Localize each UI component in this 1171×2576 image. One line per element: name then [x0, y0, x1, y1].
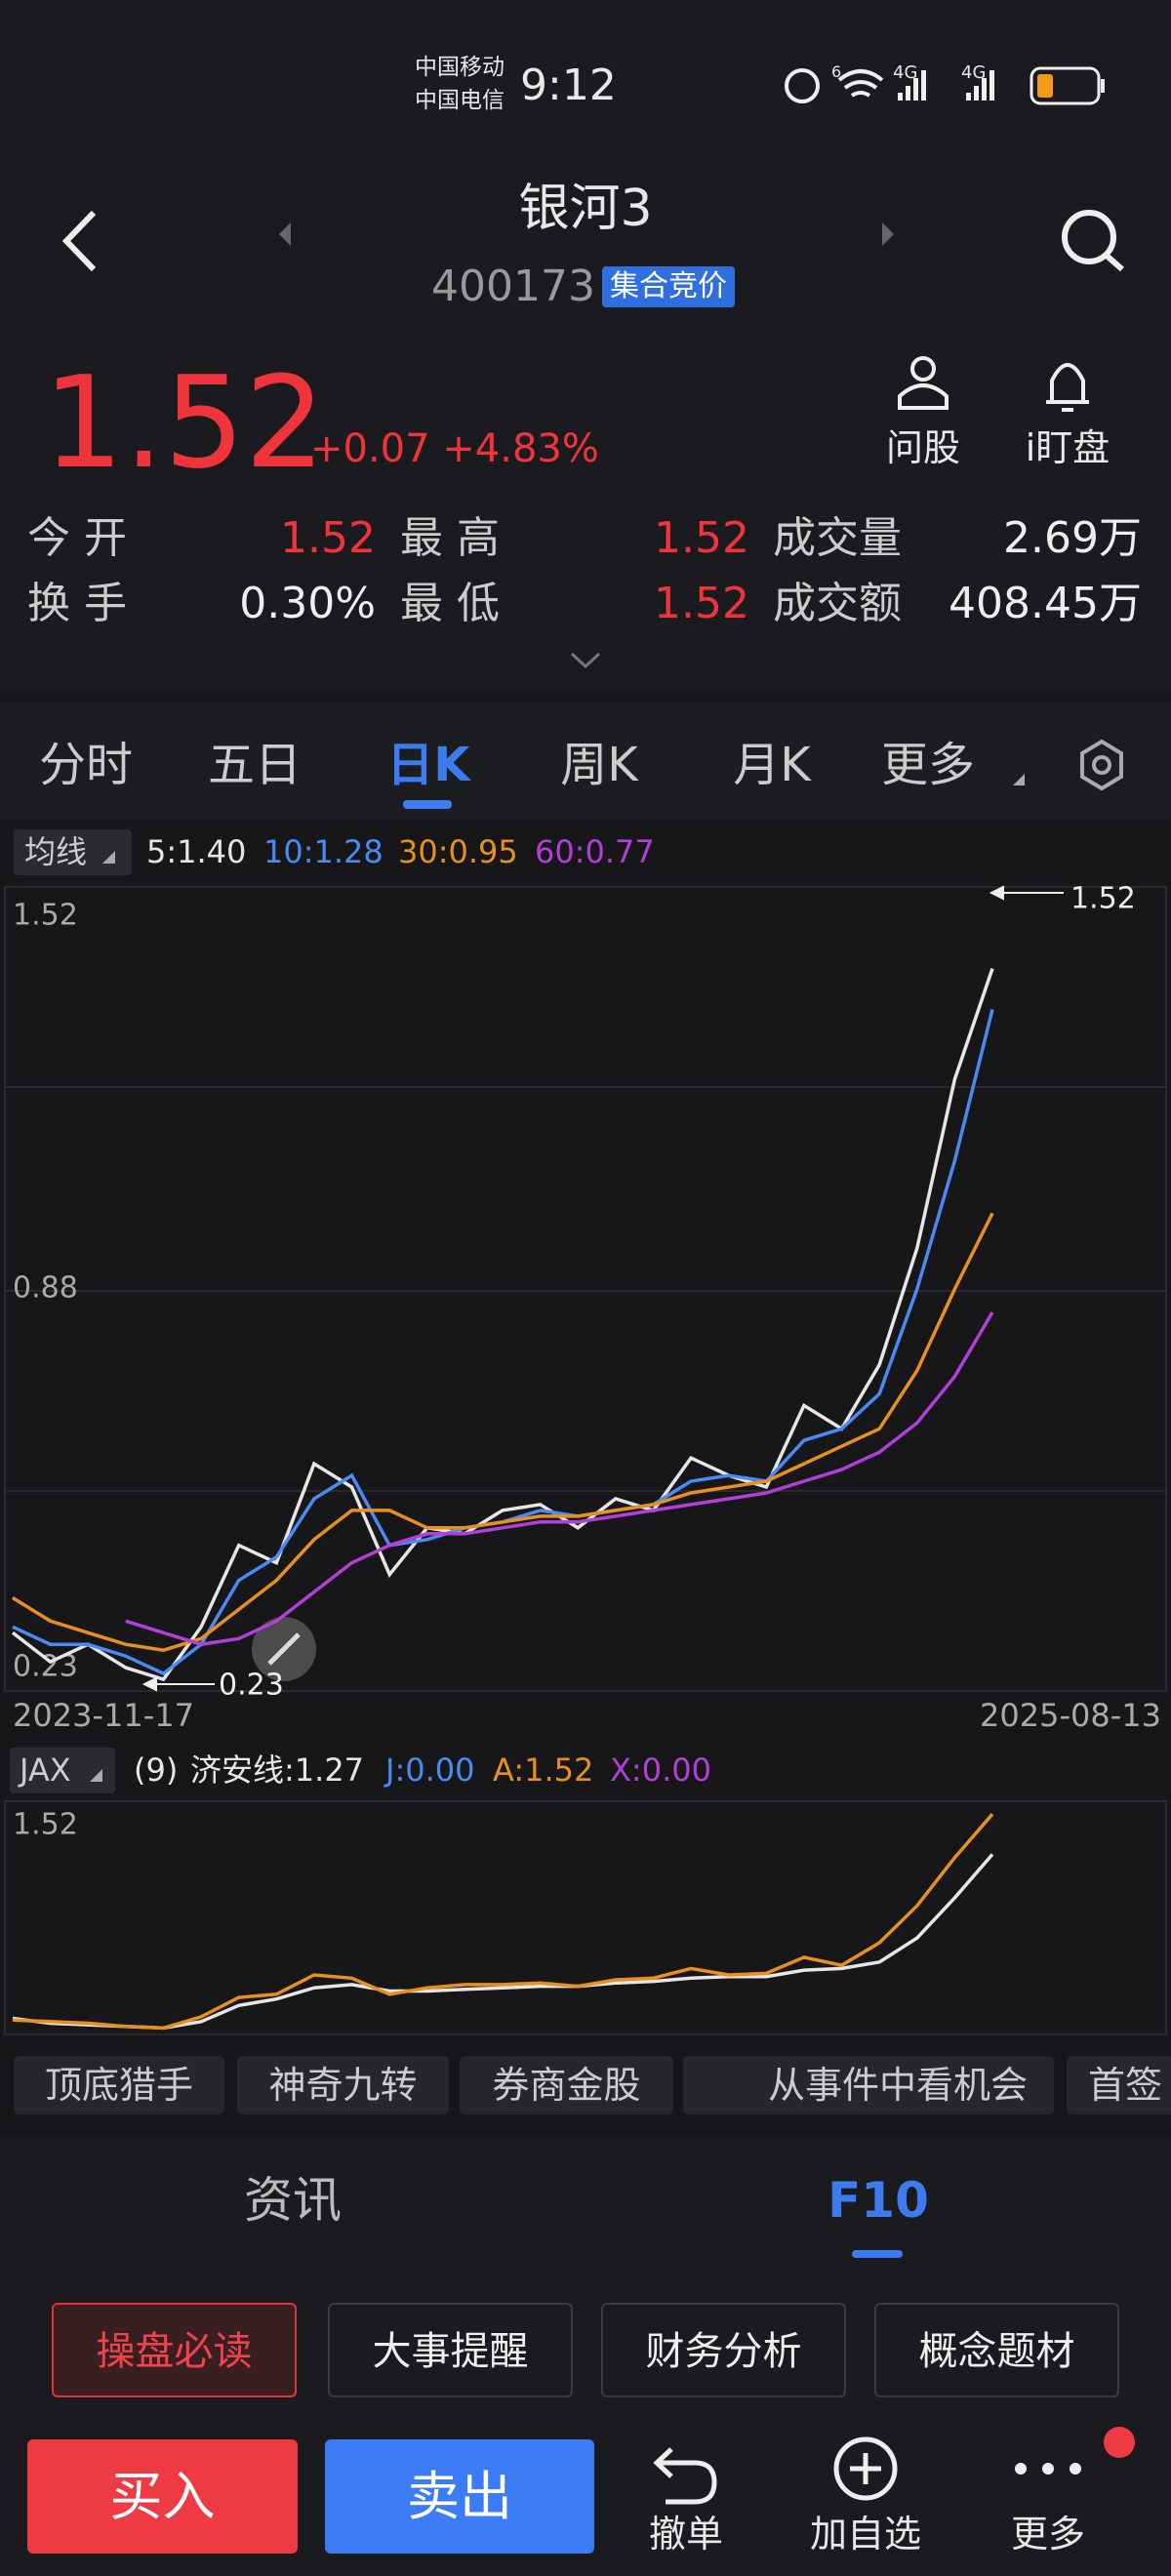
- legend-item: X:0.00: [610, 1751, 711, 1789]
- ask-button[interactable]: 问股: [885, 426, 960, 469]
- stat-label: 最 高: [400, 513, 500, 563]
- stat-value: 1.52: [654, 513, 749, 563]
- carrier: 中国电信: [415, 88, 505, 113]
- add-watchlist[interactable]: 加自选: [809, 2513, 921, 2556]
- auction-badge: 集合竞价: [602, 266, 735, 307]
- stat-label: 成交额: [773, 579, 902, 628]
- period-tab[interactable]: 五日: [207, 738, 302, 792]
- stat-value: 1.52: [654, 579, 749, 628]
- sell-button[interactable]: 卖出: [407, 2466, 512, 2527]
- min-label: 0.23: [219, 1669, 284, 1703]
- f10-button[interactable]: 概念题材: [874, 2303, 1119, 2397]
- tag-chip[interactable]: 首签: [1067, 2056, 1171, 2114]
- legend-item: 60:0.77: [535, 833, 655, 870]
- net: 4G: [961, 62, 987, 83]
- more[interactable]: 更多: [1010, 2513, 1085, 2556]
- header-bg: [0, 0, 1171, 693]
- cancel-order[interactable]: 撤单: [648, 2513, 723, 2556]
- x-tick-label: 2023-11-17: [13, 1697, 194, 1734]
- period-tab[interactable]: 更多: [880, 738, 975, 792]
- y-tick-label: 1.52: [13, 898, 78, 932]
- ma-line: [11, 968, 994, 1682]
- stock-name: 银河3: [518, 180, 653, 238]
- ma-line: [12, 1853, 994, 2031]
- stat-label: 成交量: [773, 513, 902, 563]
- ma-line: [12, 1008, 994, 1676]
- stat-value: 1.52: [280, 513, 376, 563]
- min-arrow: [141, 1676, 215, 1692]
- tag-chip[interactable]: 券商金股: [460, 2056, 673, 2114]
- f10-button[interactable]: 大事提醒: [328, 2303, 573, 2397]
- tabs-bg: [0, 703, 1171, 820]
- legend-item: 30:0.95: [398, 833, 518, 870]
- x-tick-label: 2025-08-13: [980, 1697, 1161, 1734]
- last-price: 1.52: [43, 348, 326, 497]
- legend-item: 济安线:1.27: [190, 1751, 365, 1789]
- stat-value: 408.45万: [949, 579, 1142, 628]
- indicator-selector[interactable]: JAX: [20, 1751, 71, 1789]
- stock-code: 400173: [431, 262, 595, 311]
- price-change: +0.07 +4.83%: [310, 426, 599, 471]
- legend-item: J:0.00: [385, 1751, 475, 1789]
- stat-label: 今 开: [27, 513, 127, 563]
- net: 4G: [893, 62, 918, 83]
- legend-item: 5:1.40: [146, 833, 247, 870]
- stat-value: 2.69万: [1003, 513, 1142, 563]
- tag-chip[interactable]: 从事件中看机会: [683, 2056, 1054, 2114]
- period-tab[interactable]: 日K: [386, 738, 470, 792]
- stat-value: 0.30%: [239, 579, 376, 628]
- period-tab[interactable]: 月K: [733, 738, 811, 792]
- legend-params: (9): [134, 1751, 179, 1789]
- period-tab[interactable]: 周K: [560, 738, 638, 792]
- carrier: 中国移动: [415, 55, 505, 80]
- f10-button[interactable]: 操盘必读: [52, 2303, 297, 2397]
- ma-line: [12, 1212, 994, 1652]
- legend-item: 10:1.28: [263, 833, 384, 870]
- max-arrow: [989, 885, 1064, 901]
- ma-selector[interactable]: 均线: [24, 833, 88, 870]
- stat-label: 最 低: [400, 579, 500, 628]
- clock: 9:12: [520, 60, 617, 110]
- ma-line: [125, 1311, 994, 1646]
- y-tick-label: 0.88: [13, 1271, 78, 1306]
- period-tab[interactable]: 分时: [38, 738, 133, 792]
- section-tab[interactable]: 资讯: [244, 2172, 342, 2229]
- legend-item: A:1.52: [493, 1751, 594, 1789]
- tag-chip[interactable]: 神奇九转: [237, 2056, 449, 2114]
- wifi-tag: 6: [831, 62, 842, 81]
- ma-line: [12, 1813, 994, 2031]
- max-label: 1.52: [1070, 882, 1136, 916]
- section-tab[interactable]: F10: [828, 2172, 929, 2229]
- f10-button[interactable]: 财务分析: [601, 2303, 846, 2397]
- y-tick-label: 1.52: [13, 1808, 78, 1842]
- buy-button[interactable]: 买入: [109, 2466, 216, 2527]
- watch-button[interactable]: i盯盘: [1025, 426, 1110, 469]
- stat-label: 换 手: [27, 579, 127, 628]
- tag-chip[interactable]: 顶底猎手: [14, 2056, 224, 2114]
